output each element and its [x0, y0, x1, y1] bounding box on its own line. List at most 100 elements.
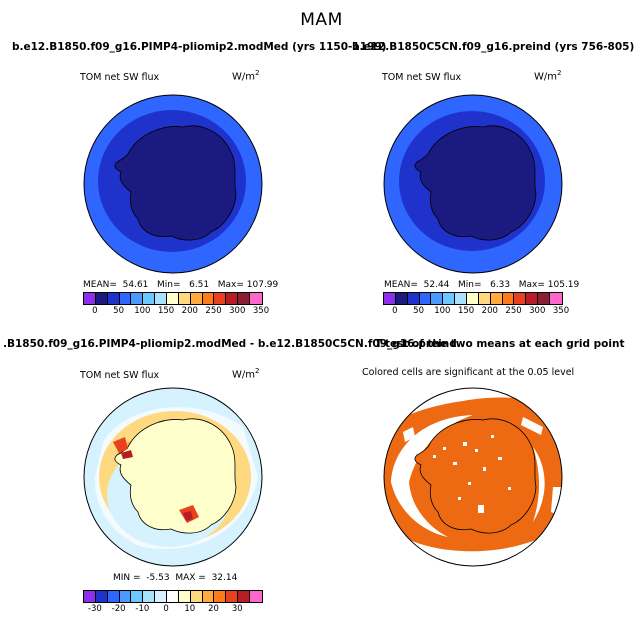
colorbar-swatch	[214, 293, 227, 304]
colorbar-tick-label: -30	[87, 604, 102, 614]
colorbar-swatch	[107, 293, 120, 304]
colorbar-swatch	[478, 293, 491, 304]
panel1-title: b.e12.B1850.f09_g16.PIMP4-pliomip2.modMe…	[12, 41, 387, 53]
colorbar-swatch	[143, 293, 156, 304]
colorbar-swatch	[190, 591, 203, 602]
colorbar-swatch	[214, 591, 227, 602]
colorbar-tick-label: 350	[552, 306, 570, 316]
colorbar-swatch	[238, 591, 251, 602]
colorbar-tick-label: 30	[231, 604, 243, 614]
colorbar-tick-label: 250	[205, 306, 222, 316]
colorbar-swatch	[395, 293, 408, 304]
colorbar-swatch	[443, 293, 456, 304]
colorbar-swatch	[384, 293, 396, 304]
panel3-darkred-patch-west	[121, 450, 133, 459]
colorbar-swatch	[167, 591, 179, 602]
panel3-units: W/m2	[232, 367, 260, 381]
colorbar-tick-label: 100	[134, 306, 151, 316]
colorbar-tick-label: 20	[208, 604, 219, 614]
panel1-polar-map	[83, 94, 263, 274]
colorbar-swatch	[190, 293, 203, 304]
colorbar-swatch	[178, 293, 191, 304]
panel1-antarctica-field	[114, 125, 237, 241]
colorbar-tick-label: -20	[111, 604, 126, 614]
colorbar-swatch	[119, 591, 132, 602]
panel2-variable-label: TOM net SW flux	[382, 72, 462, 83]
colorbar-tick-label: 200	[181, 306, 198, 316]
colorbar-swatch	[226, 591, 239, 602]
panel3-stats: MIN = -5.53 MAX = 32.14	[113, 573, 238, 583]
colorbar-tick-label: 350	[252, 306, 270, 316]
panel4-land-insignificant-cells	[433, 435, 511, 513]
colorbar-tick-label: 0	[92, 306, 98, 316]
colorbar-swatch	[238, 293, 251, 304]
colorbar-swatch	[550, 293, 562, 304]
colorbar-tick-label: 250	[505, 306, 522, 316]
colorbar-tick-label: 50	[413, 306, 425, 316]
panel3-polar-map	[83, 387, 263, 567]
colorbar-swatch	[202, 591, 215, 602]
colorbar-swatch	[131, 591, 144, 602]
colorbar-tick-label: 150	[157, 306, 175, 316]
panel1-units: W/m2	[232, 69, 260, 83]
colorbar-swatch	[155, 591, 168, 602]
panel3-title: .B1850.f09_g16.PIMP4-pliomip2.modMed - b…	[3, 338, 457, 350]
colorbar-tick-label: 150	[457, 306, 475, 316]
panel3-colorbar-ticks: -30 -20 -10 0 10 20 30	[83, 604, 261, 616]
panel1-colorbar	[83, 292, 263, 305]
colorbar-swatch	[407, 293, 420, 304]
colorbar-swatch	[107, 591, 120, 602]
colorbar-swatch	[119, 293, 132, 304]
colorbar-tick-label: -10	[135, 604, 150, 614]
panel2-polar-map	[383, 94, 563, 274]
colorbar-swatch	[538, 293, 551, 304]
panel2-units: W/m2	[534, 69, 562, 83]
panel1-variable-label: TOM net SW flux	[80, 72, 160, 83]
colorbar-swatch	[84, 293, 96, 304]
colorbar-tick-label: 200	[481, 306, 498, 316]
colorbar-swatch	[167, 293, 179, 304]
colorbar-swatch	[131, 293, 144, 304]
panel4-polar-map	[383, 387, 563, 567]
panel3-colorbar	[83, 590, 263, 603]
colorbar-swatch	[143, 591, 156, 602]
panel1-stats: MEAN= 54.61 Min= 6.51 Max= 107.99	[83, 280, 279, 290]
panel3-antarctica-field	[114, 418, 237, 534]
colorbar-swatch	[467, 293, 479, 304]
colorbar-tick-label: 10	[184, 604, 196, 614]
panel1-colorbar-ticks: 0 50 100 150 200 250 300 350	[83, 306, 269, 318]
panel2-colorbar	[383, 292, 563, 305]
panel2-stats: MEAN= 52.44 Min= 6.33 Max= 105.19	[384, 280, 580, 290]
colorbar-tick-label: 100	[434, 306, 451, 316]
colorbar-swatch	[526, 293, 539, 304]
colorbar-swatch	[431, 293, 444, 304]
colorbar-swatch	[95, 591, 108, 602]
panel2-colorbar-ticks: 0 50 100 150 200 250 300 350	[383, 306, 569, 318]
colorbar-swatch	[250, 293, 262, 304]
colorbar-swatch	[455, 293, 468, 304]
figure-title: MAM	[300, 10, 343, 30]
colorbar-swatch	[95, 293, 108, 304]
colorbar-tick-label: 0	[392, 306, 398, 316]
panel4-subtitle: Colored cells are significant at the 0.0…	[362, 367, 575, 378]
colorbar-tick-label: 50	[113, 306, 125, 316]
colorbar-swatch	[226, 293, 239, 304]
colorbar-tick-label: 0	[163, 604, 169, 614]
panel4-title: T-test of the two means at each grid poi…	[375, 338, 625, 350]
panel3-darkred-patch-ross	[183, 511, 193, 521]
colorbar-swatch	[419, 293, 432, 304]
panel3-variable-label: TOM net SW flux	[80, 370, 160, 381]
colorbar-tick-label: 300	[229, 306, 246, 316]
colorbar-swatch	[155, 293, 168, 304]
colorbar-swatch	[250, 591, 262, 602]
colorbar-swatch	[84, 591, 96, 602]
panel3-red-patch-west	[113, 437, 128, 453]
colorbar-swatch	[502, 293, 515, 304]
panel2-title: b.e12.B1850C5CN.f09_g16.preind (yrs 756-…	[352, 41, 635, 53]
colorbar-tick-label: 300	[529, 306, 546, 316]
colorbar-swatch	[178, 591, 191, 602]
colorbar-swatch	[514, 293, 527, 304]
colorbar-swatch	[202, 293, 215, 304]
colorbar-swatch	[490, 293, 503, 304]
panel2-antarctica-field	[414, 125, 537, 241]
